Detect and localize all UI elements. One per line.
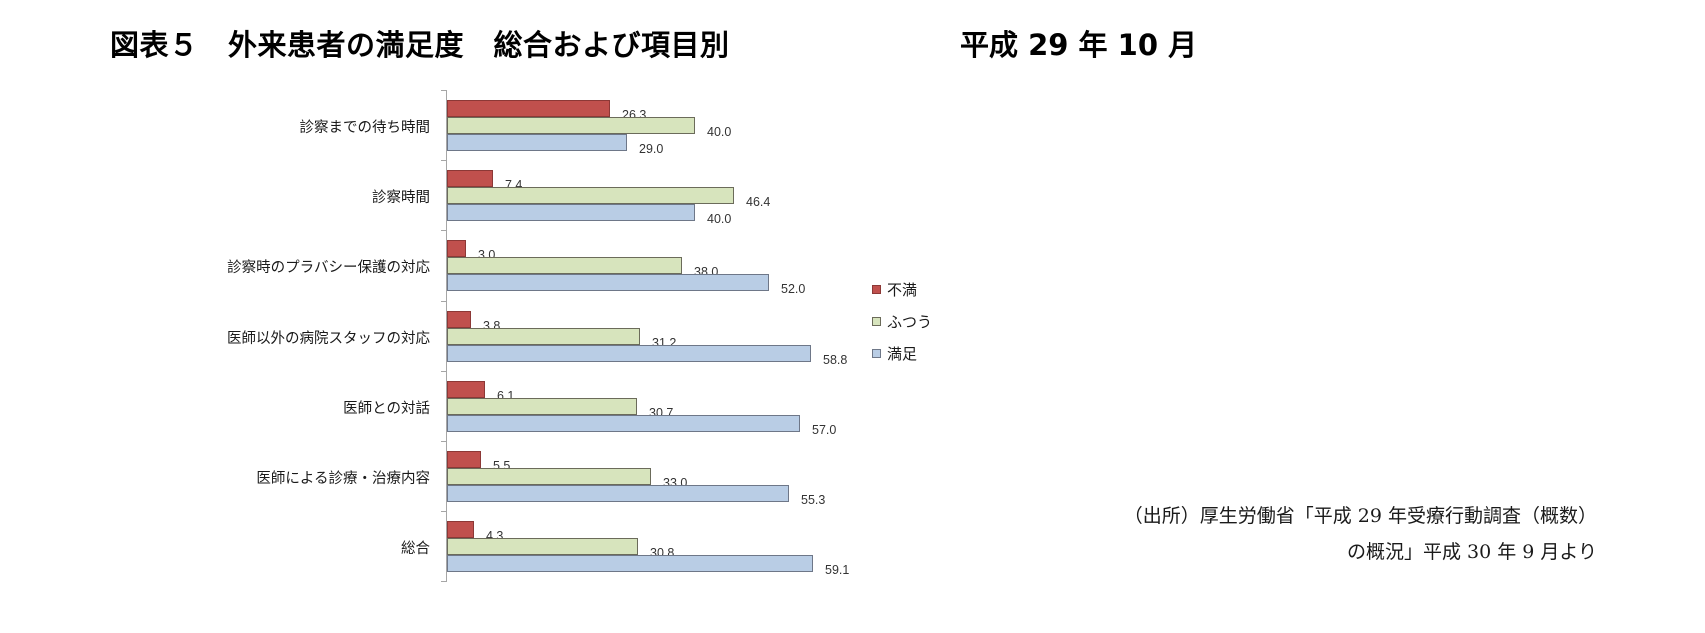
- bar-dissatisfied: [447, 521, 474, 538]
- axis-tick: [441, 301, 446, 302]
- bar-neutral: [447, 538, 638, 555]
- value-label: 59.1: [825, 563, 850, 577]
- legend-swatch-green: [872, 316, 881, 326]
- axis-tick: [441, 581, 446, 582]
- chart-date: 平成 29 年 10 月: [960, 28, 1198, 62]
- legend-swatch-red: [872, 284, 881, 294]
- bar-satisfied: [447, 555, 813, 572]
- value-label: 29.0: [639, 142, 664, 156]
- value-label: 58.8: [823, 353, 848, 367]
- bar-satisfied: [447, 274, 769, 291]
- legend-label: 不満: [887, 280, 918, 299]
- legend: 不満 ふつう 満足: [872, 273, 932, 369]
- category-label: 診察時間: [372, 190, 430, 206]
- axis-tick: [441, 371, 446, 372]
- bar-neutral: [447, 398, 637, 415]
- bar-dissatisfied: [447, 100, 610, 117]
- bar-satisfied: [447, 134, 627, 151]
- legend-item-neutral: ふつう: [872, 305, 932, 337]
- legend-swatch-blue: [872, 348, 881, 358]
- category-label: 医師以外の病院スタッフの対応: [227, 331, 430, 347]
- value-label: 40.0: [707, 212, 732, 226]
- bar-neutral: [447, 468, 651, 485]
- source-line-1: （出所）厚生労働省「平成 29 年受療行動調査（概数）: [1123, 505, 1597, 527]
- category-label: 医師との対話: [343, 401, 430, 417]
- bar-neutral: [447, 117, 695, 134]
- axis-tick: [441, 511, 446, 512]
- category-axis: [446, 90, 447, 582]
- bar-dissatisfied: [447, 381, 485, 398]
- legend-item-dissatisfied: 不満: [872, 273, 932, 305]
- category-label: 総合: [401, 541, 430, 557]
- bar-satisfied: [447, 204, 695, 221]
- category-label: 診察までの待ち時間: [299, 120, 431, 136]
- bar-dissatisfied: [447, 240, 466, 257]
- bar-satisfied: [447, 415, 800, 432]
- axis-tick: [441, 90, 446, 91]
- legend-label: ふつう: [887, 312, 933, 331]
- value-label: 52.0: [781, 282, 806, 296]
- category-label: 医師による診療・治療内容: [256, 471, 430, 487]
- axis-tick: [441, 230, 446, 231]
- value-label: 57.0: [812, 423, 837, 437]
- bar-satisfied: [447, 485, 789, 502]
- source-note: （出所）厚生労働省「平成 29 年受療行動調査（概数） の概況」平成 30 年 …: [1124, 498, 1597, 570]
- legend-label: 満足: [887, 344, 918, 363]
- value-label: 40.0: [707, 125, 732, 139]
- bar-dissatisfied: [447, 170, 493, 187]
- bar-dissatisfied: [447, 451, 481, 468]
- bar-satisfied: [447, 345, 811, 362]
- value-label: 55.3: [801, 493, 826, 507]
- chart-title: 図表５ 外来患者の満足度 総合および項目別: [110, 28, 730, 62]
- bar-neutral: [447, 257, 682, 274]
- legend-item-satisfied: 満足: [872, 337, 932, 369]
- bar-neutral: [447, 187, 734, 204]
- value-label: 46.4: [746, 195, 771, 209]
- axis-tick: [441, 160, 446, 161]
- category-label: 診察時のプラバシー保護の対応: [227, 260, 430, 276]
- axis-tick: [441, 441, 446, 442]
- bar-dissatisfied: [447, 311, 471, 328]
- bar-neutral: [447, 328, 640, 345]
- source-line-2: の概況」平成 30 年 9 月より: [1346, 541, 1597, 563]
